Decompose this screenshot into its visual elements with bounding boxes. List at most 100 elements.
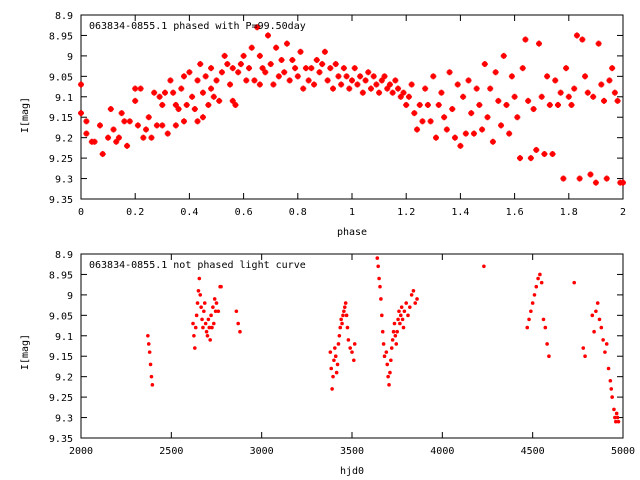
- phased-point: [579, 36, 586, 43]
- phased-point: [118, 110, 125, 117]
- phased-point: [275, 73, 282, 80]
- phased-point: [221, 52, 228, 59]
- phased-point: [321, 48, 328, 55]
- phased-point: [124, 142, 131, 149]
- phased-point: [256, 81, 263, 88]
- phased-point: [419, 118, 426, 125]
- unphased-x-tick-label: 3000: [250, 446, 274, 457]
- unphased-point: [201, 325, 205, 330]
- unphased-point: [609, 387, 614, 391]
- phased-point: [121, 118, 128, 125]
- unphased-point: [395, 329, 399, 334]
- phased-point: [327, 65, 334, 72]
- phased-point: [495, 97, 502, 104]
- phased-point: [346, 85, 353, 92]
- unphased-point: [595, 301, 600, 305]
- phased-point: [340, 65, 347, 72]
- phased-point: [330, 85, 337, 92]
- unphased-point: [340, 321, 344, 326]
- phased-point: [289, 56, 296, 63]
- unphased-y-tick-label: 9.25: [49, 393, 73, 404]
- phased-point: [487, 85, 494, 92]
- phased-point: [424, 101, 431, 108]
- unphased-point: [615, 415, 620, 420]
- unphased-point: [604, 342, 609, 346]
- phased-point: [517, 155, 524, 162]
- phased-point: [99, 151, 106, 158]
- phased-point: [609, 65, 616, 72]
- phased-point: [620, 179, 626, 186]
- unphased-y-tick-label: 9.15: [49, 352, 73, 363]
- phased-point: [601, 97, 608, 104]
- unphased-point: [543, 325, 548, 330]
- unphased-point: [401, 325, 406, 330]
- unphased-point: [193, 346, 197, 350]
- phased-point: [400, 89, 407, 96]
- phased-point: [449, 106, 456, 113]
- unphased-point: [597, 317, 602, 322]
- unphased-point: [198, 293, 203, 297]
- phased-point: [194, 77, 201, 84]
- unphased-point: [415, 297, 419, 301]
- unphased-point: [202, 309, 206, 314]
- unphased-point: [613, 419, 618, 424]
- phased-x-tick-label: 2: [620, 207, 626, 218]
- unphased-point: [404, 301, 409, 305]
- phased-point: [427, 118, 434, 125]
- phased-point: [359, 89, 366, 96]
- phased-point: [530, 106, 537, 113]
- phased-point: [611, 89, 618, 96]
- phased-y-tick-label: 9.15: [49, 113, 73, 124]
- unphased-x-ticks: 2000 2500 3000 3500 4000 4500 5000: [69, 254, 635, 457]
- phased-x-tick-label: 1.4: [451, 207, 469, 218]
- phased-point: [544, 73, 551, 80]
- phased-point: [148, 134, 155, 141]
- phased-point: [338, 81, 345, 88]
- unphased-point: [348, 346, 352, 350]
- unphased-point: [377, 276, 381, 281]
- phased-point: [224, 61, 231, 68]
- phased-point: [422, 85, 429, 92]
- phased-y-tick-label: 9.1: [55, 93, 73, 104]
- unphased-point: [385, 362, 390, 367]
- phased-point: [311, 81, 318, 88]
- unphased-y-tick-label: 9.3: [55, 414, 73, 425]
- phased-point: [365, 69, 372, 76]
- unphased-point: [384, 350, 389, 354]
- phased-point: [229, 65, 236, 72]
- phased-point: [143, 126, 150, 133]
- unphased-point: [398, 313, 403, 318]
- phased-point: [229, 97, 236, 104]
- unphased-point: [601, 338, 605, 342]
- phased-point: [503, 101, 510, 108]
- phased-point: [178, 85, 185, 92]
- phased-point: [199, 89, 206, 96]
- phased-point: [159, 122, 166, 129]
- unphased-x-tick-label: 2000: [69, 446, 93, 457]
- unphased-point: [530, 301, 535, 305]
- phased-x-tick-label: 1.6: [506, 207, 524, 218]
- phased-point: [433, 134, 440, 141]
- phased-point: [492, 69, 499, 76]
- unphased-point: [547, 354, 551, 359]
- unphased-point: [329, 366, 334, 371]
- unphased-point: [209, 313, 213, 318]
- unphased-point: [195, 301, 200, 305]
- phased-y-tick-label: 9.05: [49, 72, 73, 83]
- phased-point: [110, 126, 117, 133]
- unphased-point: [211, 321, 216, 326]
- phased-point: [362, 77, 369, 84]
- unphased-point: [236, 321, 240, 326]
- phased-point: [91, 138, 98, 145]
- unphased-x-tick-label: 3500: [340, 446, 364, 457]
- phased-point: [83, 118, 90, 125]
- phased-point: [153, 122, 160, 129]
- unphased-point: [210, 325, 214, 330]
- unphased-point: [146, 342, 151, 346]
- phased-point: [381, 73, 388, 80]
- phased-point: [557, 89, 564, 96]
- unphased-point: [616, 419, 621, 424]
- unphased-point: [196, 289, 201, 293]
- phased-point: [305, 77, 312, 84]
